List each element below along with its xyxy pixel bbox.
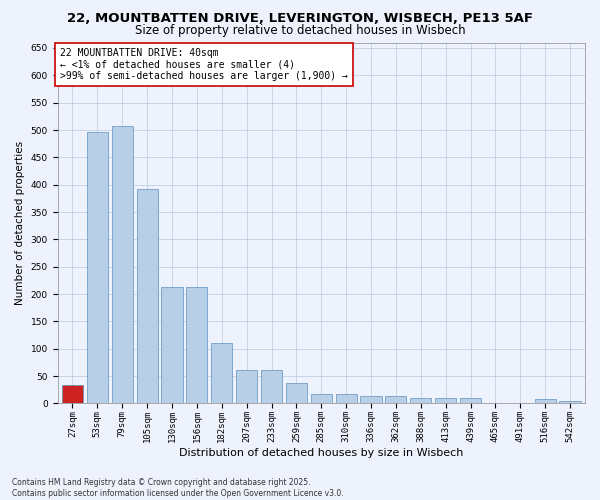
Bar: [435, 398, 456, 404]
Bar: [335, 394, 357, 404]
Bar: [385, 396, 406, 404]
Bar: [211, 342, 232, 404]
Text: 22 MOUNTBATTEN DRIVE: 40sqm
← <1% of detached houses are smaller (4)
>99% of sem: 22 MOUNTBATTEN DRIVE: 40sqm ← <1% of det…: [60, 48, 348, 81]
Bar: [186, 287, 208, 404]
Y-axis label: Number of detached properties: Number of detached properties: [15, 141, 25, 305]
Bar: [410, 398, 431, 404]
X-axis label: Distribution of detached houses by size in Wisbech: Distribution of detached houses by size …: [179, 448, 463, 458]
Bar: [460, 398, 481, 404]
Bar: [87, 132, 108, 404]
Text: 22, MOUNTBATTEN DRIVE, LEVERINGTON, WISBECH, PE13 5AF: 22, MOUNTBATTEN DRIVE, LEVERINGTON, WISB…: [67, 12, 533, 26]
Bar: [261, 370, 282, 404]
Bar: [510, 403, 531, 404]
Bar: [62, 386, 83, 404]
Text: Size of property relative to detached houses in Wisbech: Size of property relative to detached ho…: [134, 24, 466, 37]
Bar: [485, 403, 506, 404]
Bar: [311, 394, 332, 404]
Bar: [361, 396, 382, 404]
Bar: [112, 126, 133, 404]
Bar: [161, 287, 182, 404]
Bar: [559, 400, 581, 404]
Bar: [535, 399, 556, 404]
Bar: [236, 370, 257, 404]
Bar: [137, 188, 158, 404]
Bar: [286, 382, 307, 404]
Text: Contains HM Land Registry data © Crown copyright and database right 2025.
Contai: Contains HM Land Registry data © Crown c…: [12, 478, 344, 498]
